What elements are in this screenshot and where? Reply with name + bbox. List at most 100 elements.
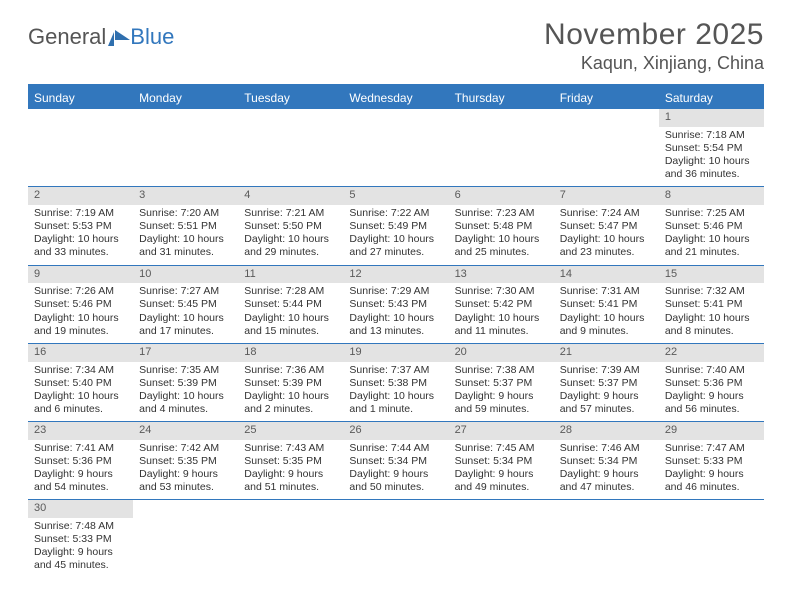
sunset-line: Sunset: 5:34 PM: [560, 455, 653, 468]
calendar-week: 16Sunrise: 7:34 AMSunset: 5:40 PMDayligh…: [28, 344, 764, 422]
daylight-line: Daylight: 9 hours and 53 minutes.: [139, 468, 232, 494]
sunrise-line: Sunrise: 7:25 AM: [665, 207, 758, 220]
daylight-line: Daylight: 9 hours and 47 minutes.: [560, 468, 653, 494]
calendar-day-empty: [238, 109, 343, 186]
sunrise-line: Sunrise: 7:46 AM: [560, 442, 653, 455]
sunrise-line: Sunrise: 7:48 AM: [34, 520, 127, 533]
month-title: November 2025: [544, 18, 764, 51]
calendar-page: General Blue November 2025 Kaqun, Xinjia…: [0, 0, 792, 596]
sunset-line: Sunset: 5:46 PM: [34, 298, 127, 311]
day-number: 13: [449, 266, 554, 284]
daylight-line: Daylight: 9 hours and 59 minutes.: [455, 390, 548, 416]
calendar-day: 19Sunrise: 7:37 AMSunset: 5:38 PMDayligh…: [343, 344, 448, 421]
sunrise-line: Sunrise: 7:45 AM: [455, 442, 548, 455]
daylight-line: Daylight: 10 hours and 31 minutes.: [139, 233, 232, 259]
daylight-line: Daylight: 9 hours and 45 minutes.: [34, 546, 127, 572]
calendar-day-empty: [554, 109, 659, 186]
daylight-line: Daylight: 10 hours and 9 minutes.: [560, 312, 653, 338]
day-number: 21: [554, 344, 659, 362]
sunset-line: Sunset: 5:35 PM: [139, 455, 232, 468]
sunset-line: Sunset: 5:41 PM: [560, 298, 653, 311]
calendar-day-empty: [133, 109, 238, 186]
day-number: 22: [659, 344, 764, 362]
day-number: 10: [133, 266, 238, 284]
calendar-day: 3Sunrise: 7:20 AMSunset: 5:51 PMDaylight…: [133, 187, 238, 264]
day-number: 16: [28, 344, 133, 362]
calendar-day-empty: [659, 500, 764, 577]
calendar-day: 11Sunrise: 7:28 AMSunset: 5:44 PMDayligh…: [238, 266, 343, 343]
weekday-header: Saturday: [659, 87, 764, 109]
calendar-day: 13Sunrise: 7:30 AMSunset: 5:42 PMDayligh…: [449, 266, 554, 343]
daylight-line: Daylight: 10 hours and 21 minutes.: [665, 233, 758, 259]
calendar-day-empty: [449, 109, 554, 186]
calendar-day: 9Sunrise: 7:26 AMSunset: 5:46 PMDaylight…: [28, 266, 133, 343]
sunrise-line: Sunrise: 7:29 AM: [349, 285, 442, 298]
sunset-line: Sunset: 5:40 PM: [34, 377, 127, 390]
sunset-line: Sunset: 5:45 PM: [139, 298, 232, 311]
day-number: 17: [133, 344, 238, 362]
sunrise-line: Sunrise: 7:24 AM: [560, 207, 653, 220]
calendar-day: 10Sunrise: 7:27 AMSunset: 5:45 PMDayligh…: [133, 266, 238, 343]
sunrise-line: Sunrise: 7:39 AM: [560, 364, 653, 377]
calendar-day: 12Sunrise: 7:29 AMSunset: 5:43 PMDayligh…: [343, 266, 448, 343]
calendar-week: 1Sunrise: 7:18 AMSunset: 5:54 PMDaylight…: [28, 109, 764, 187]
sunrise-line: Sunrise: 7:19 AM: [34, 207, 127, 220]
sunset-line: Sunset: 5:34 PM: [349, 455, 442, 468]
day-number: 7: [554, 187, 659, 205]
daylight-line: Daylight: 9 hours and 56 minutes.: [665, 390, 758, 416]
calendar-day: 25Sunrise: 7:43 AMSunset: 5:35 PMDayligh…: [238, 422, 343, 499]
sunrise-line: Sunrise: 7:42 AM: [139, 442, 232, 455]
day-number: 19: [343, 344, 448, 362]
daylight-line: Daylight: 10 hours and 36 minutes.: [665, 155, 758, 181]
sunset-line: Sunset: 5:48 PM: [455, 220, 548, 233]
sunrise-line: Sunrise: 7:40 AM: [665, 364, 758, 377]
daylight-line: Daylight: 10 hours and 25 minutes.: [455, 233, 548, 259]
daylight-line: Daylight: 10 hours and 13 minutes.: [349, 312, 442, 338]
header: General Blue November 2025 Kaqun, Xinjia…: [28, 18, 764, 74]
sunset-line: Sunset: 5:38 PM: [349, 377, 442, 390]
sunset-line: Sunset: 5:46 PM: [665, 220, 758, 233]
sunrise-line: Sunrise: 7:31 AM: [560, 285, 653, 298]
sunset-line: Sunset: 5:43 PM: [349, 298, 442, 311]
daylight-line: Daylight: 9 hours and 51 minutes.: [244, 468, 337, 494]
calendar-day: 7Sunrise: 7:24 AMSunset: 5:47 PMDaylight…: [554, 187, 659, 264]
calendar-week: 2Sunrise: 7:19 AMSunset: 5:53 PMDaylight…: [28, 187, 764, 265]
sunset-line: Sunset: 5:33 PM: [34, 533, 127, 546]
brand-word-1: General: [28, 24, 106, 50]
day-number: 24: [133, 422, 238, 440]
brand-logo: General Blue: [28, 18, 174, 50]
daylight-line: Daylight: 10 hours and 4 minutes.: [139, 390, 232, 416]
daylight-line: Daylight: 9 hours and 57 minutes.: [560, 390, 653, 416]
weekday-header: Wednesday: [343, 87, 448, 109]
day-number: 5: [343, 187, 448, 205]
daylight-line: Daylight: 9 hours and 46 minutes.: [665, 468, 758, 494]
day-number: 11: [238, 266, 343, 284]
calendar-day: 27Sunrise: 7:45 AMSunset: 5:34 PMDayligh…: [449, 422, 554, 499]
calendar-day: 28Sunrise: 7:46 AMSunset: 5:34 PMDayligh…: [554, 422, 659, 499]
day-number: 4: [238, 187, 343, 205]
calendar-day: 4Sunrise: 7:21 AMSunset: 5:50 PMDaylight…: [238, 187, 343, 264]
sunset-line: Sunset: 5:50 PM: [244, 220, 337, 233]
weekday-header: Friday: [554, 87, 659, 109]
calendar-day: 20Sunrise: 7:38 AMSunset: 5:37 PMDayligh…: [449, 344, 554, 421]
calendar-day: 14Sunrise: 7:31 AMSunset: 5:41 PMDayligh…: [554, 266, 659, 343]
sunrise-line: Sunrise: 7:26 AM: [34, 285, 127, 298]
calendar-day: 21Sunrise: 7:39 AMSunset: 5:37 PMDayligh…: [554, 344, 659, 421]
calendar-day-empty: [28, 109, 133, 186]
sunrise-line: Sunrise: 7:18 AM: [665, 129, 758, 142]
day-number: 30: [28, 500, 133, 518]
sunset-line: Sunset: 5:36 PM: [665, 377, 758, 390]
daylight-line: Daylight: 9 hours and 49 minutes.: [455, 468, 548, 494]
daylight-line: Daylight: 10 hours and 19 minutes.: [34, 312, 127, 338]
sunset-line: Sunset: 5:36 PM: [34, 455, 127, 468]
calendar-day: 2Sunrise: 7:19 AMSunset: 5:53 PMDaylight…: [28, 187, 133, 264]
calendar-day: 1Sunrise: 7:18 AMSunset: 5:54 PMDaylight…: [659, 109, 764, 186]
calendar-grid: SundayMondayTuesdayWednesdayThursdayFrid…: [28, 84, 764, 578]
sunrise-line: Sunrise: 7:20 AM: [139, 207, 232, 220]
day-number: 3: [133, 187, 238, 205]
calendar-day-empty: [133, 500, 238, 577]
daylight-line: Daylight: 9 hours and 54 minutes.: [34, 468, 127, 494]
calendar-week: 23Sunrise: 7:41 AMSunset: 5:36 PMDayligh…: [28, 422, 764, 500]
day-number: 14: [554, 266, 659, 284]
sunset-line: Sunset: 5:49 PM: [349, 220, 442, 233]
